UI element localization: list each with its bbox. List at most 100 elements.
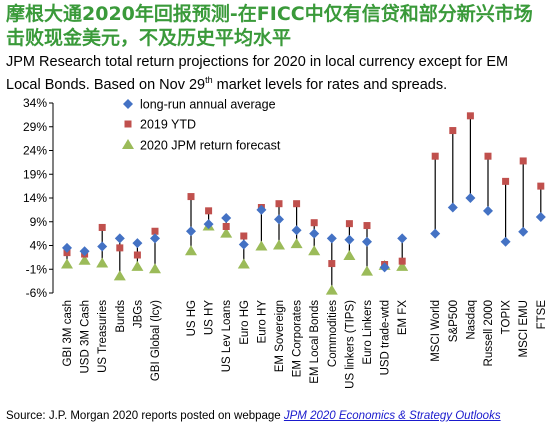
long-run-point (465, 193, 476, 203)
category-label: Russell 2000 (483, 300, 495, 366)
y-tick-label: 34% (23, 96, 47, 110)
forecast-point (61, 258, 73, 269)
long-run-point (221, 212, 232, 223)
category-label: JBGs (132, 300, 144, 328)
long-run-point (62, 242, 72, 253)
y-tick-label: 14% (23, 191, 47, 205)
page-title: 摩根大通2020年回报预测-在FICC中仅有信贷和部分新兴市场击败现金美元，不及… (6, 3, 533, 49)
ytd-point (116, 244, 124, 252)
category-label: Euro HG (239, 300, 251, 345)
category-label: US HG (186, 300, 198, 336)
y-tick-label: -6% (26, 286, 48, 300)
category-label: MSCI World (430, 300, 442, 362)
ytd-point (222, 223, 230, 230)
long-run-point (114, 233, 125, 244)
ytd-point (293, 200, 301, 208)
long-run-point (97, 241, 108, 252)
data-points (61, 112, 546, 295)
forecast-point (273, 239, 285, 250)
y-tick-label: 4% (30, 239, 48, 253)
category-label: USD 3M Cash (80, 300, 92, 374)
category-label: S&P500 (448, 300, 460, 342)
forecast-point (361, 265, 373, 276)
category-label: Nasdaq (465, 300, 477, 340)
category-label: TOPIX (501, 300, 513, 335)
ytd-point (363, 222, 371, 230)
category-label: FTSE (536, 300, 548, 330)
long-run-point (238, 239, 249, 250)
subtitle-text-end: market levels for rates and spreads. (212, 76, 448, 93)
ytd-point (151, 227, 159, 235)
legend-label: long-run annual average (140, 98, 276, 112)
long-run-point (379, 262, 390, 273)
long-run-point (274, 214, 284, 225)
category-label: USD trade-wtd (380, 300, 392, 375)
ytd-point (398, 257, 406, 265)
ytd-point (345, 220, 353, 228)
long-run-point (447, 202, 458, 213)
ytd-point (240, 232, 248, 240)
category-label: US HY (204, 300, 216, 335)
category-label: EM Local Bonds (309, 300, 321, 384)
y-tick-label: 29% (23, 120, 47, 134)
long-run-point (132, 238, 143, 249)
category-label: EM Corporates (292, 300, 304, 378)
long-run-point (500, 236, 511, 247)
long-run-point (535, 212, 546, 222)
ytd-point (519, 157, 527, 165)
chart-legend: long-run annual average 2019 YTD 2020 JPM … (122, 98, 281, 153)
ytd-point (502, 177, 510, 185)
forecast-point (185, 245, 197, 256)
category-labels: GBI 3M cash USD 3M Cash US Treasuries Bunds… (62, 300, 548, 389)
y-axis: -6% -1% 4% 9% 14% 19% 24% 29% 34% (23, 96, 54, 300)
long-run-point (430, 228, 441, 239)
ytd-point (328, 260, 336, 268)
ytd-point (431, 152, 439, 160)
forecast-point (325, 284, 338, 295)
forecast-point (237, 258, 250, 269)
forecast-point (113, 270, 126, 281)
y-tick-label: 24% (23, 144, 47, 158)
y-tick-label: -1% (26, 262, 48, 276)
forecast-point (96, 257, 109, 268)
ytd-point (275, 200, 283, 208)
long-run-point (186, 226, 196, 237)
long-run-point (291, 225, 302, 236)
forecast-point (343, 249, 356, 260)
forecast-point (290, 238, 303, 249)
category-label: Euro Linkers (362, 300, 374, 365)
category-label: EM FX (397, 300, 409, 335)
long-run-point (309, 228, 320, 239)
legend-label: 2020 JPM return forecast (140, 139, 281, 153)
long-run-point (256, 204, 267, 215)
ytd-point (484, 152, 492, 160)
y-tick-label: 19% (23, 167, 47, 181)
ytd-point (466, 112, 474, 120)
long-run-point (518, 226, 529, 237)
long-run-point (362, 236, 372, 247)
subtitle-superscript: th (205, 75, 213, 85)
long-run-point (79, 246, 90, 257)
source-link[interactable]: JPM 2020 Economics & Strategy Outlooks (283, 410, 501, 422)
forecast-point (255, 240, 268, 251)
long-run-point (150, 233, 160, 244)
category-label: MSCI EMU (518, 300, 530, 358)
forecast-point (396, 260, 409, 271)
forecast-point (220, 227, 233, 238)
category-label: GBI 3M cash (62, 300, 74, 366)
ytd-point (98, 223, 106, 231)
forecast-point (78, 254, 91, 265)
long-run-point (397, 233, 408, 244)
category-label: GBI Global (lcy) (150, 300, 162, 381)
category-label: US linkers (TIPS) (344, 300, 356, 389)
ytd-point (537, 182, 545, 190)
ytd-point (133, 251, 141, 259)
y-tick-label: 9% (30, 215, 48, 229)
source-prefix: Source: J.P. Morgan 2020 reports posted … (6, 410, 284, 422)
ytd-point (310, 219, 318, 227)
subtitle-text: JPM Research total return projections fo… (6, 54, 509, 93)
ytd-point (449, 127, 457, 135)
category-label: US Lev Loans (221, 300, 233, 372)
long-run-point (483, 205, 493, 216)
